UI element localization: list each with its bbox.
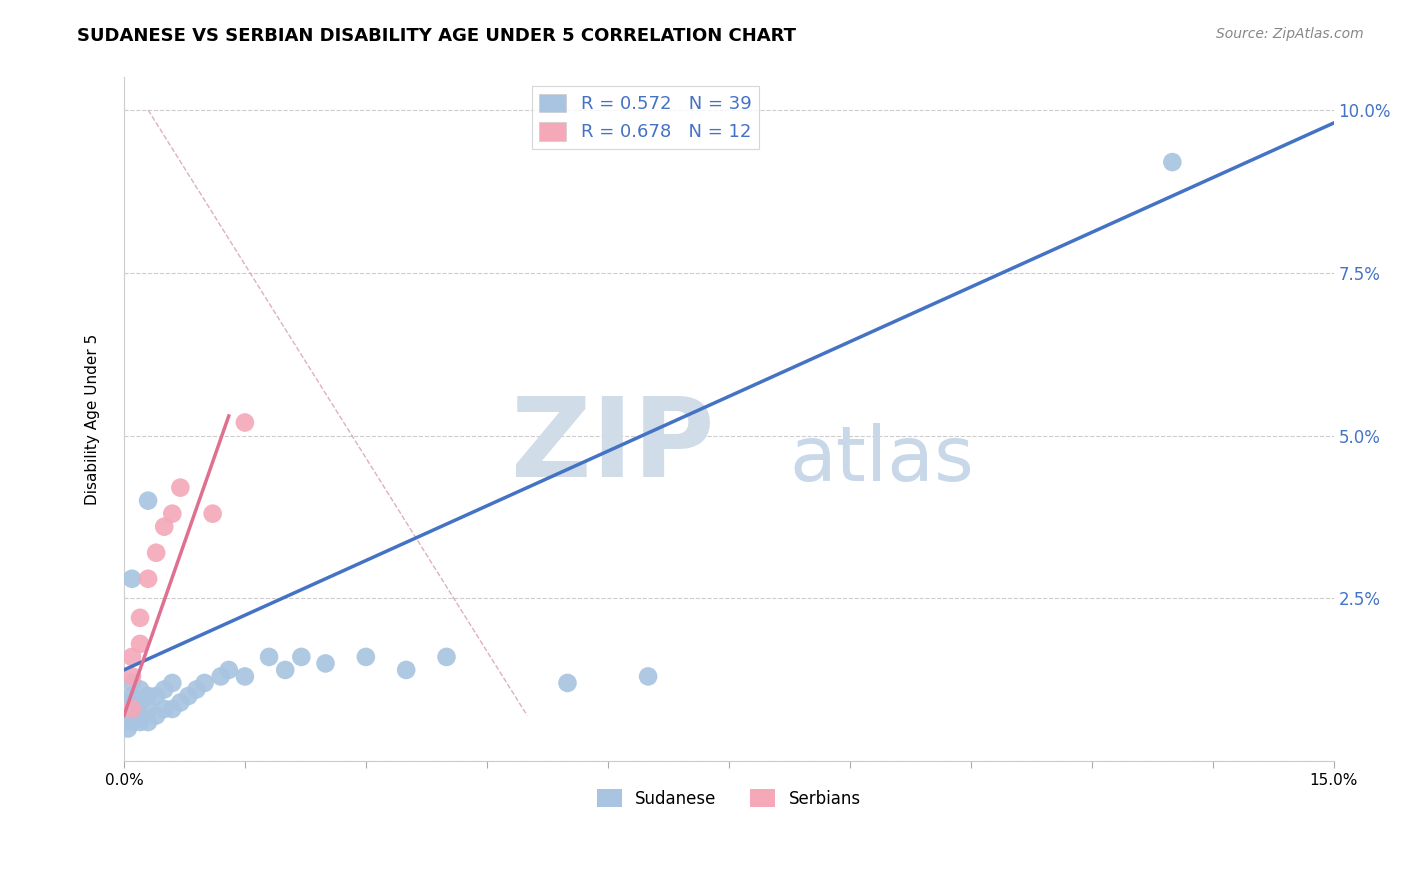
- Point: [354, 649, 377, 664]
- Point: [136, 572, 159, 586]
- Text: SUDANESE VS SERBIAN DISABILITY AGE UNDER 5 CORRELATION CHART: SUDANESE VS SERBIAN DISABILITY AGE UNDER…: [77, 27, 796, 45]
- Point: [121, 702, 143, 716]
- Text: Source: ZipAtlas.com: Source: ZipAtlas.com: [1216, 27, 1364, 41]
- Point: [136, 702, 159, 716]
- Point: [186, 682, 208, 697]
- Point: [121, 572, 143, 586]
- Point: [290, 649, 312, 664]
- Point: [162, 676, 184, 690]
- Point: [121, 649, 143, 664]
- Point: [129, 611, 152, 625]
- Point: [145, 546, 167, 560]
- Point: [129, 708, 152, 723]
- Point: [121, 669, 143, 683]
- Point: [121, 689, 143, 703]
- Point: [169, 696, 191, 710]
- Point: [193, 676, 215, 690]
- Legend: Sudanese, Serbians: Sudanese, Serbians: [591, 783, 868, 814]
- Point: [436, 649, 458, 664]
- Point: [1161, 155, 1184, 169]
- Point: [637, 669, 659, 683]
- Point: [257, 649, 280, 664]
- Point: [121, 714, 143, 729]
- Point: [153, 682, 176, 697]
- Point: [136, 714, 159, 729]
- Point: [557, 676, 579, 690]
- Point: [395, 663, 418, 677]
- Point: [169, 481, 191, 495]
- Point: [129, 637, 152, 651]
- Text: ZIP: ZIP: [510, 393, 714, 500]
- Point: [162, 702, 184, 716]
- Point: [121, 702, 143, 716]
- Point: [121, 676, 143, 690]
- Point: [136, 689, 159, 703]
- Point: [162, 507, 184, 521]
- Point: [121, 708, 143, 723]
- Point: [117, 722, 139, 736]
- Point: [233, 669, 256, 683]
- Point: [201, 507, 224, 521]
- Point: [129, 696, 152, 710]
- Point: [136, 493, 159, 508]
- Point: [121, 696, 143, 710]
- Point: [129, 682, 152, 697]
- Point: [274, 663, 297, 677]
- Point: [315, 657, 337, 671]
- Point: [209, 669, 232, 683]
- Point: [129, 714, 152, 729]
- Y-axis label: Disability Age Under 5: Disability Age Under 5: [86, 334, 100, 505]
- Point: [153, 702, 176, 716]
- Point: [153, 519, 176, 533]
- Text: atlas: atlas: [789, 424, 974, 497]
- Point: [177, 689, 200, 703]
- Point: [145, 689, 167, 703]
- Point: [145, 708, 167, 723]
- Point: [233, 416, 256, 430]
- Point: [218, 663, 240, 677]
